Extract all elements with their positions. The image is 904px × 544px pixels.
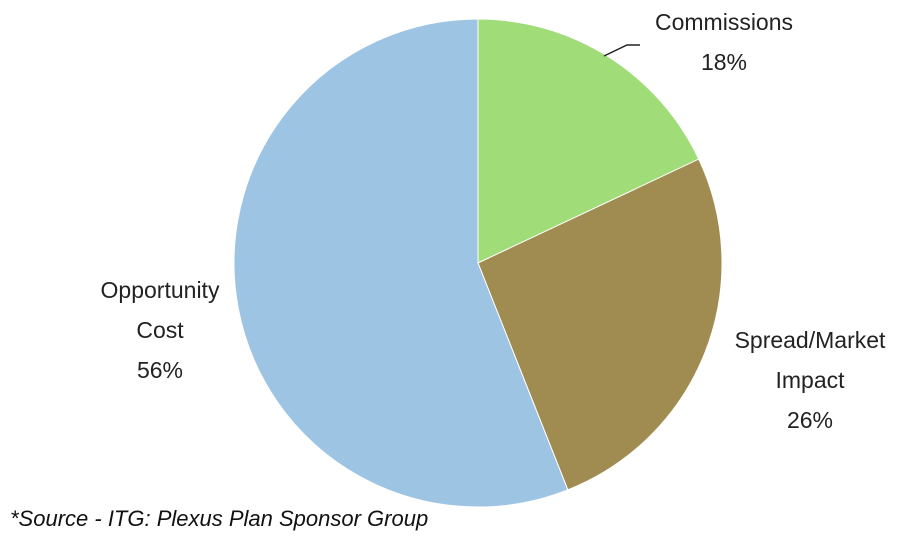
slice-value-label: 26% xyxy=(787,407,833,433)
pie-slice-spread-market xyxy=(477,158,723,491)
slice-value-label: 56% xyxy=(137,357,183,383)
slice-category-label: Spread/Market xyxy=(735,327,886,353)
pie-slice-commissions xyxy=(477,18,700,264)
slice-value-label: 18% xyxy=(701,49,747,75)
slice-category-label: Cost xyxy=(136,317,184,343)
leader-lines xyxy=(603,44,640,57)
commissions-leader-line xyxy=(603,44,640,57)
slice-category-label: Commissions xyxy=(655,9,793,35)
pie-slice-opportunity xyxy=(233,18,569,508)
slice-labels: Commissions 18% Spread/Market Impact 26% Oppo… xyxy=(101,9,886,433)
source-footnote: *Source - ITG: Plexus Plan Sponsor Group xyxy=(10,506,429,531)
pie-slices xyxy=(233,18,723,508)
slice-category-label: Opportunity xyxy=(101,277,220,303)
slice-category-label: Impact xyxy=(775,367,845,393)
